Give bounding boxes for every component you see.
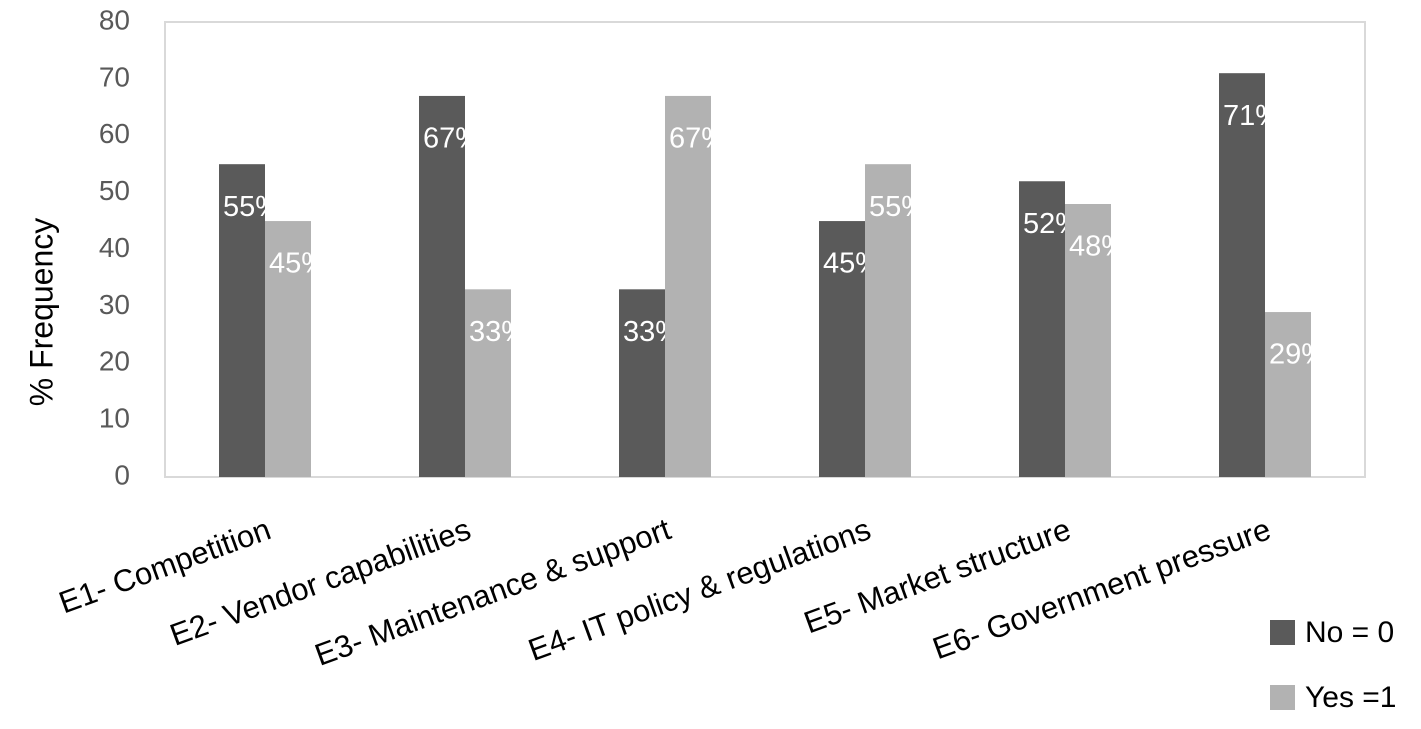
y-tick-label: 60 [99, 118, 130, 149]
x-tick-label: E4- IT policy & regulations [524, 511, 875, 667]
y-tick-label: 30 [99, 289, 130, 320]
x-tick-label: E6- Government pressure [928, 511, 1275, 666]
bar [1265, 312, 1311, 477]
bar [419, 95, 465, 477]
data-label: 67% [669, 123, 727, 155]
data-label: 55% [223, 191, 281, 223]
x-tick-label: E3- Maintenance & support [310, 511, 675, 673]
legend-swatch [1270, 685, 1295, 710]
y-axis-label: % Frequency [23, 218, 59, 407]
bar [665, 95, 711, 477]
legend-label: Yes =1 [1305, 681, 1396, 714]
y-tick-label: 10 [99, 403, 130, 434]
y-tick-label: 20 [99, 346, 130, 377]
y-tick-label: 50 [99, 175, 130, 206]
data-label: 33% [469, 316, 527, 348]
bar [1019, 181, 1065, 477]
bar [1065, 204, 1111, 477]
bar [1219, 73, 1265, 477]
data-label: 29% [1269, 339, 1327, 371]
y-tick-label: 40 [99, 232, 130, 263]
data-label: 55% [869, 191, 927, 223]
legend-label: No = 0 [1305, 616, 1394, 649]
bar [819, 221, 865, 477]
y-tick-label: 70 [99, 61, 130, 92]
legend-swatch [1270, 620, 1295, 645]
y-tick-label: 80 [99, 4, 130, 35]
data-label: 45% [269, 248, 327, 280]
data-label: 67% [423, 123, 481, 155]
data-label: 71% [1223, 100, 1281, 132]
data-label: 48% [1069, 231, 1127, 263]
y-tick-label: 0 [114, 459, 130, 490]
bar [219, 164, 265, 477]
bar [465, 289, 511, 477]
bar [619, 289, 665, 477]
bar [265, 221, 311, 477]
plot-area [164, 21, 1366, 478]
bar [865, 164, 911, 477]
